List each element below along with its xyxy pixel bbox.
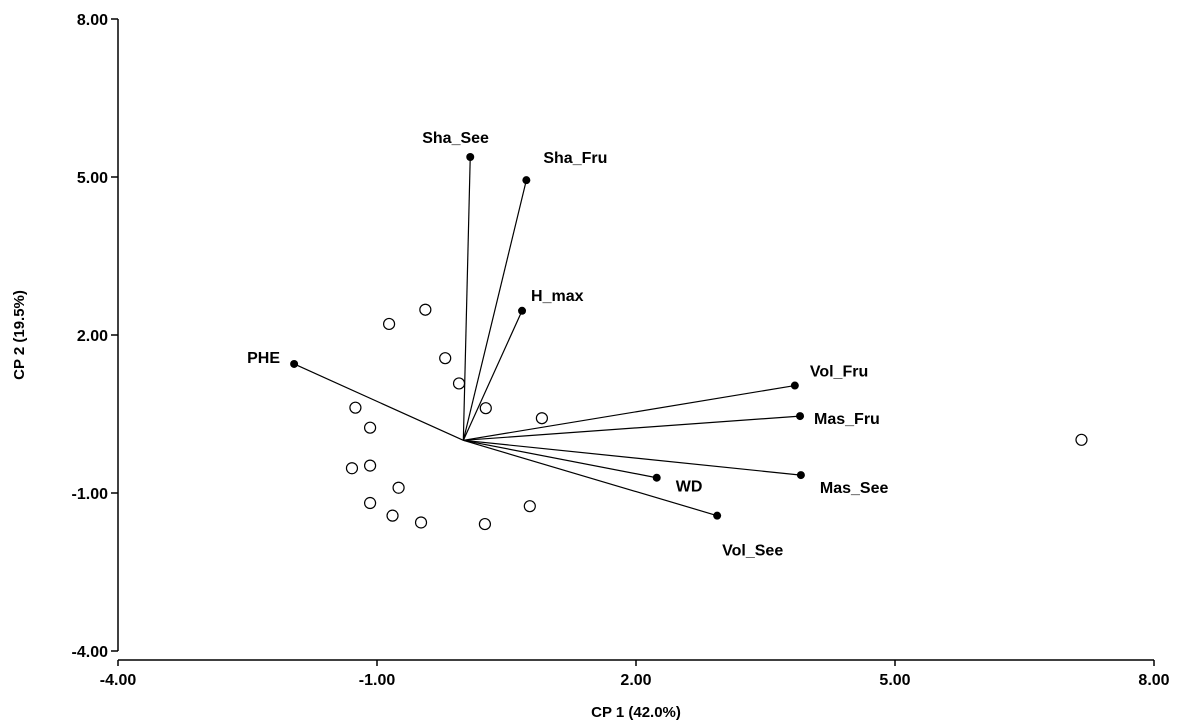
- loading-vector: [462, 180, 527, 441]
- y-axis-title: CP 2 (19.5%): [11, 290, 28, 380]
- loading-point: [796, 412, 805, 421]
- loading-label: H_max: [531, 288, 584, 305]
- loading-vector: [293, 363, 464, 441]
- score-point: [363, 459, 377, 472]
- loading-vector: [463, 384, 795, 441]
- score-point: [1075, 433, 1088, 446]
- axes: -4.00 -1.00 2.00 5.00 8.00 -4.00 -1.00 2.00 5.0…: [11, 12, 1170, 721]
- loading-labels: Sha_See Sha_Fru H_max PHE Vol_Fru Mas_Fru Mas_…: [247, 130, 888, 560]
- score-point: [414, 516, 428, 529]
- score-point: [478, 517, 492, 531]
- y-tick-label: 8.00: [77, 12, 108, 29]
- score-point: [392, 481, 405, 494]
- loading-point: [466, 152, 475, 161]
- loading-vector: [462, 156, 471, 441]
- score-point: [363, 496, 377, 510]
- loading-point: [713, 511, 722, 520]
- loading-point: [790, 381, 799, 390]
- x-tick-label: -4.00: [100, 672, 137, 689]
- loading-vector: [463, 439, 718, 517]
- score-point: [452, 377, 466, 390]
- x-tick-label: 2.00: [620, 672, 651, 689]
- score-point: [479, 402, 492, 415]
- y-tick-label: -1.00: [72, 486, 109, 503]
- score-points: [345, 303, 1088, 531]
- loading-point: [522, 176, 531, 185]
- score-point: [382, 317, 396, 331]
- y-tick-label: 2.00: [77, 328, 108, 345]
- loading-label: Mas_Fru: [814, 411, 880, 428]
- x-tick-label: 5.00: [879, 672, 910, 689]
- loading-label: Vol_Fru: [810, 364, 868, 381]
- loading-vector: [463, 439, 657, 479]
- score-point: [363, 421, 377, 434]
- loading-label: PHE: [247, 350, 280, 367]
- x-tick-label: -1.00: [359, 672, 396, 689]
- score-point: [349, 401, 362, 414]
- score-point: [523, 500, 536, 513]
- loading-vectors: [290, 152, 805, 520]
- loading-vector: [463, 439, 801, 476]
- y-tick-label: -4.00: [72, 644, 109, 661]
- score-point: [345, 462, 359, 475]
- loading-point: [518, 306, 527, 315]
- score-point: [439, 352, 452, 365]
- loading-vector: [463, 415, 801, 441]
- score-point: [386, 509, 399, 522]
- loading-point: [652, 473, 661, 482]
- x-axis-title: CP 1 (42.0%): [591, 704, 681, 721]
- loading-point: [796, 471, 805, 480]
- loading-vector: [462, 310, 523, 441]
- y-tick-label: 5.00: [77, 170, 108, 187]
- score-point: [535, 412, 548, 425]
- x-tick-label: 8.00: [1138, 672, 1169, 689]
- x-ticks: -4.00 -1.00 2.00 5.00 8.00: [100, 660, 1170, 689]
- loading-label: Vol_See: [722, 543, 783, 560]
- y-ticks: -4.00 -1.00 2.00 5.00 8.00: [72, 12, 118, 661]
- loading-label: Sha_See: [422, 130, 489, 147]
- loading-label: WD: [676, 479, 703, 496]
- score-point: [419, 303, 432, 316]
- loading-label: Mas_See: [820, 480, 889, 497]
- loading-point: [290, 359, 299, 368]
- loading-label: Sha_Fru: [543, 150, 607, 167]
